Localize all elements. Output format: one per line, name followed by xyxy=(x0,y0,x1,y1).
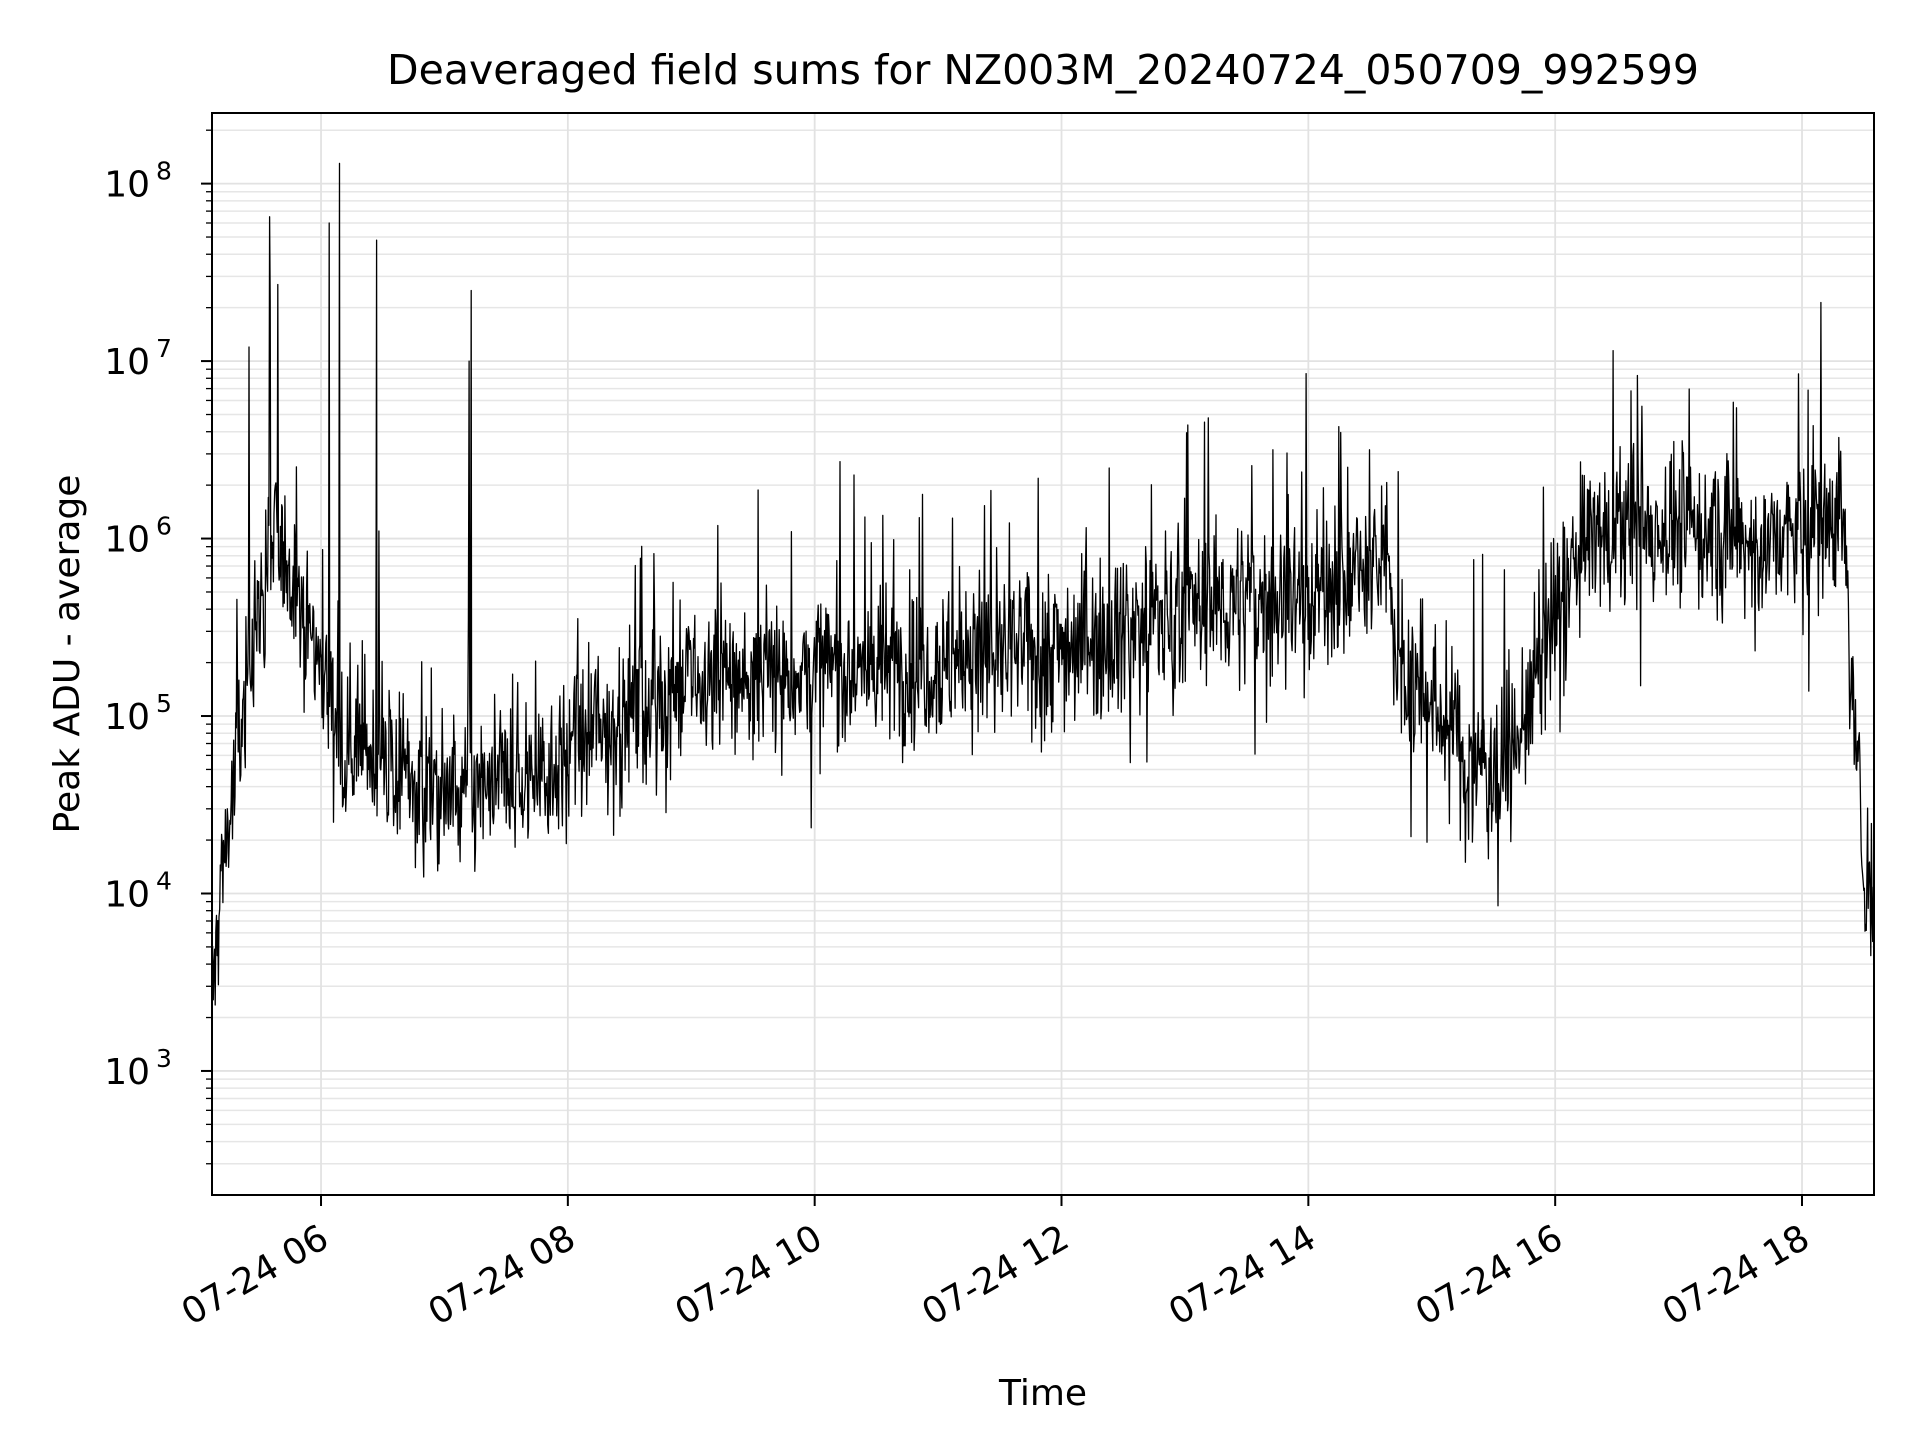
y-tick-label: 10 xyxy=(104,1052,150,1093)
y-tick-base: 10 xyxy=(104,165,150,206)
grid-lines xyxy=(212,113,1874,1195)
x-axis-label: Time xyxy=(998,1373,1087,1414)
y-tick-exponent: 7 xyxy=(156,334,172,363)
plot-area xyxy=(211,162,1875,1006)
y-tick-exponent: 5 xyxy=(156,689,172,718)
y-tick-label: 10 xyxy=(104,874,150,915)
y-tick-base: 10 xyxy=(104,874,150,915)
y-tick-label: 10 xyxy=(104,342,150,383)
y-tick-label: 10 xyxy=(104,165,150,206)
y-tick-label: 10 xyxy=(104,697,150,738)
data-series-line xyxy=(211,162,1875,1006)
y-tick-label: 10 xyxy=(104,520,150,561)
y-tick-exponent: 6 xyxy=(156,512,172,541)
axes-frame xyxy=(211,112,1875,1196)
y-axis-label: Peak ADU - average xyxy=(47,475,88,834)
y-tick-base: 10 xyxy=(104,342,150,383)
y-tick-exponent: 8 xyxy=(156,157,172,186)
y-tick-base: 10 xyxy=(104,697,150,738)
y-tick-base: 10 xyxy=(104,1052,150,1093)
chart-title: Deaveraged field sums for NZ003M_2024072… xyxy=(387,46,1699,94)
y-tick-base: 10 xyxy=(104,520,150,561)
y-tick-exponent: 3 xyxy=(156,1044,172,1073)
y-tick-exponent: 4 xyxy=(156,866,172,895)
